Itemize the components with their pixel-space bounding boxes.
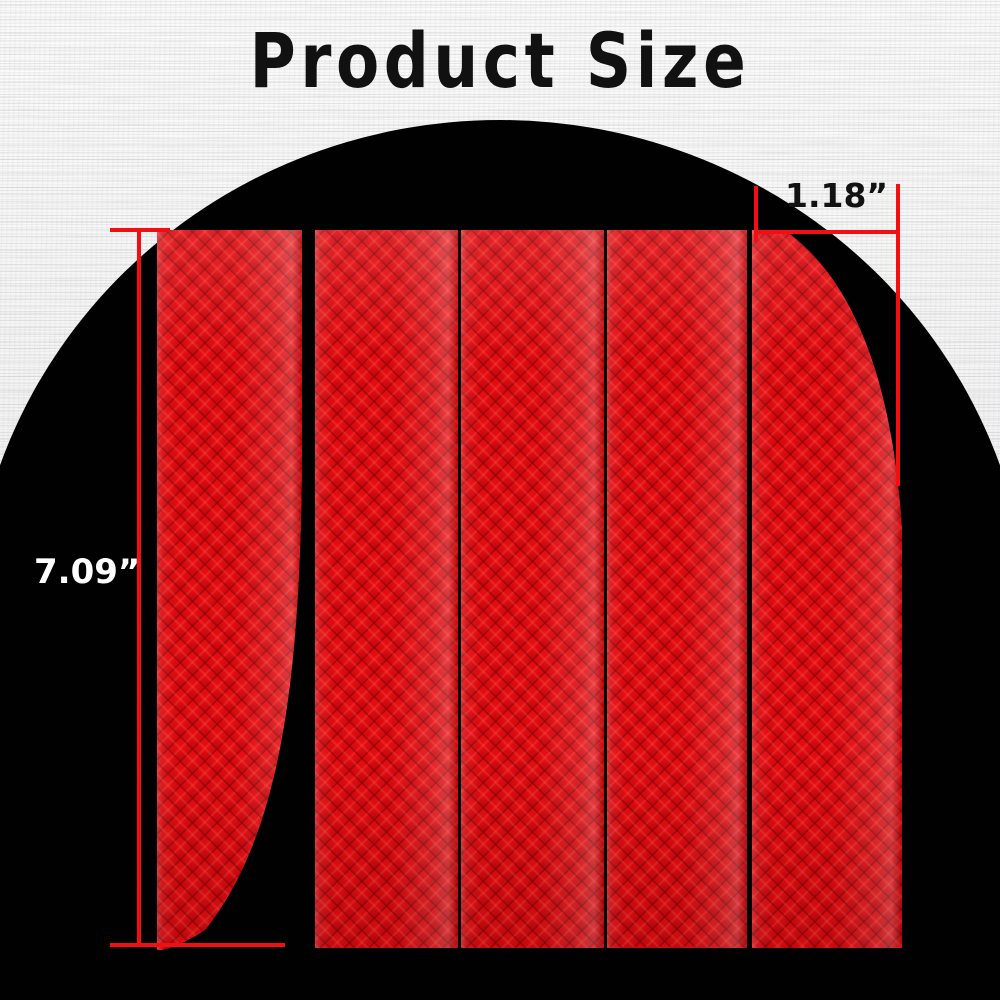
width-dimension-left-tick (754, 186, 758, 242)
height-dimension-bottom-tick (110, 943, 285, 947)
height-dimension-line (137, 228, 141, 946)
height-dimension-label: 7.09” (34, 552, 141, 592)
strip-gloss (607, 230, 747, 948)
strip-shading (607, 230, 747, 948)
tape-strip-1 (157, 230, 302, 950)
tape-strip-5 (752, 230, 902, 948)
strip-gloss (752, 230, 902, 948)
strip-gloss (157, 230, 302, 950)
page-title: Product Size (249, 16, 751, 105)
reflective-lattice-texture (461, 230, 604, 948)
tape-strip-4 (607, 230, 747, 948)
reflective-lattice-texture (157, 230, 302, 950)
strip-gloss (461, 230, 604, 948)
width-dimension-label: 1.18” (785, 176, 889, 215)
strip-shading (315, 230, 458, 948)
width-dimension-right-tick (896, 184, 900, 486)
reflective-lattice-texture (607, 230, 747, 948)
strip-shading (461, 230, 604, 948)
tape-strip-2 (315, 230, 458, 948)
reflective-lattice-texture (315, 230, 458, 948)
tape-strip-3 (461, 230, 604, 948)
width-dimension-line (754, 230, 900, 234)
strip-gloss (315, 230, 458, 948)
